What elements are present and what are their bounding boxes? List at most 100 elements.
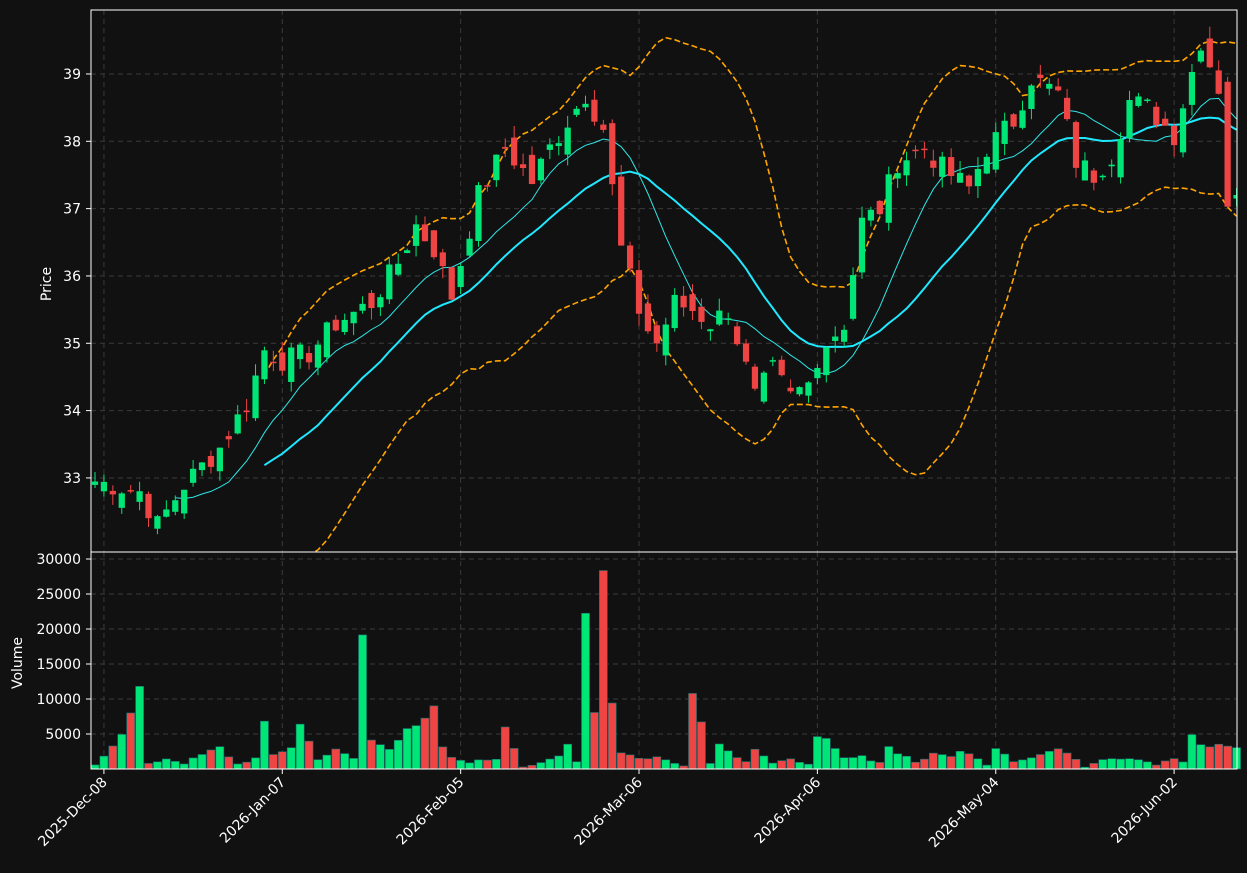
candle-body (198, 462, 206, 471)
candle-body (609, 123, 616, 185)
price-tick-label: 34 (63, 404, 81, 420)
volume-bar (670, 763, 680, 770)
candle-body (109, 490, 116, 495)
price-axis-label: Price (39, 267, 55, 301)
volume-bar (946, 756, 956, 770)
volume-bar (599, 570, 608, 770)
candle-body (145, 493, 152, 519)
candle-body (1224, 81, 1231, 207)
volume-bar (233, 763, 243, 770)
candle-body (912, 149, 919, 152)
candle-body (207, 456, 215, 467)
volume-bar (170, 761, 180, 770)
volume-bar (117, 734, 127, 770)
candle-body (332, 319, 339, 331)
candle-body (939, 156, 946, 177)
candle-body (832, 336, 839, 341)
candle-body (546, 144, 553, 150)
volume-bar (750, 748, 760, 770)
candle-body (618, 176, 625, 246)
volume-tick-label: 25000 (36, 587, 81, 603)
volume-bar (420, 717, 430, 770)
candle-body (439, 252, 446, 267)
volume-bar (242, 761, 251, 770)
candle-body (680, 295, 687, 308)
candle-body (564, 127, 571, 155)
volume-bar (661, 759, 671, 770)
candle-body (1037, 74, 1044, 79)
price-panel: 33 34 35 36 37 38 39 Price (39, 9, 1238, 553)
volume-bar (1223, 745, 1232, 770)
volume-bar (1151, 764, 1161, 770)
candle-body (948, 157, 955, 176)
candle-body (555, 143, 562, 147)
candle-body (475, 185, 482, 241)
candle-body (689, 294, 696, 312)
candle-body (323, 322, 330, 358)
volume-bar (1134, 759, 1143, 770)
volume-bar (1098, 759, 1108, 770)
volume-bar (465, 762, 474, 770)
candle-body (118, 493, 125, 508)
candle-body (965, 175, 973, 187)
price-tick-label: 36 (63, 269, 81, 285)
volume-bar (1214, 743, 1224, 770)
candle-body (537, 158, 545, 181)
candle-body (823, 347, 830, 376)
candle-body (1144, 99, 1151, 102)
volume-bar (251, 757, 260, 770)
volume-bar (848, 757, 858, 770)
volume-bar (563, 743, 572, 770)
candle-body (288, 347, 295, 382)
volume-bar (1169, 758, 1179, 770)
volume-tick-label: 10000 (36, 692, 81, 708)
volume-axis-label: Volume (10, 637, 26, 689)
volume-bar (590, 712, 599, 770)
candle-body (1153, 106, 1160, 125)
candle-body (867, 209, 875, 221)
volume-bar (295, 723, 305, 770)
candle-body (484, 185, 491, 187)
volume-bar (1160, 760, 1170, 770)
volume-bar (697, 721, 706, 770)
candle-body (1135, 96, 1142, 106)
candle-body (1001, 120, 1008, 144)
candle-body (395, 263, 402, 275)
volume-bar (1107, 758, 1116, 770)
volume-bar (509, 748, 519, 770)
volume-bar (1089, 763, 1099, 770)
volume-bar (866, 760, 876, 770)
candle-body (796, 387, 803, 395)
candle-body (1188, 71, 1196, 105)
candle-body (644, 303, 652, 332)
volume-bar (1053, 748, 1063, 770)
volume-bar (135, 686, 144, 770)
volume-bar (937, 754, 947, 770)
volume-bar (857, 755, 867, 770)
volume-bar (795, 762, 804, 770)
candle-body (172, 500, 179, 512)
candle-body (154, 516, 161, 529)
volume-bar (367, 739, 376, 770)
volume-bar (126, 712, 135, 770)
volume-bar (821, 738, 831, 770)
candle-body (1010, 114, 1017, 127)
candle-body (305, 352, 313, 363)
volume-bar (1044, 751, 1054, 770)
volume-bar (804, 763, 813, 770)
volume-bar (90, 764, 100, 770)
candle-body (279, 352, 286, 371)
candle-body (448, 267, 455, 300)
price-tick-label: 38 (63, 134, 81, 150)
candle-body (635, 270, 643, 314)
candle-body (849, 275, 857, 319)
volume-bar (99, 755, 109, 770)
candle-body (1108, 164, 1115, 167)
volume-bar (188, 757, 198, 770)
volume-bar (616, 752, 626, 770)
volume-bar (929, 752, 938, 770)
volume-bar (536, 762, 546, 770)
candle-body (626, 245, 634, 269)
candle-body (1162, 118, 1169, 126)
candle-body (983, 156, 990, 174)
